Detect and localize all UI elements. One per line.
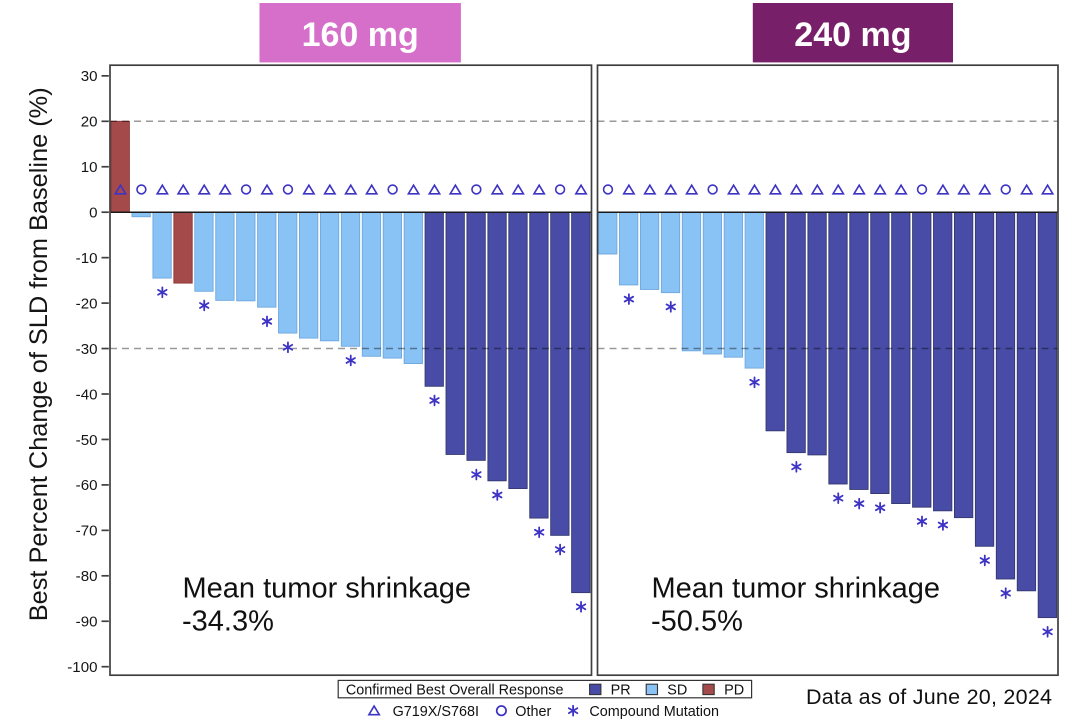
svg-text:10: 10 xyxy=(81,159,98,176)
svg-text:160 mg: 160 mg xyxy=(302,16,419,54)
svg-text:Compound Mutation: Compound Mutation xyxy=(589,704,719,720)
svg-text:-50.5%: -50.5% xyxy=(651,606,743,638)
svg-text:-10: -10 xyxy=(76,250,98,267)
svg-text:0: 0 xyxy=(89,205,97,222)
svg-text:-100: -100 xyxy=(67,659,97,676)
svg-text:20: 20 xyxy=(81,114,98,131)
svg-text:-20: -20 xyxy=(76,295,98,312)
svg-text:-30: -30 xyxy=(76,341,98,358)
svg-text:PR: PR xyxy=(611,683,631,699)
svg-text:Confirmed Best Overall Respons: Confirmed Best Overall Response xyxy=(346,683,564,699)
svg-text:Other: Other xyxy=(515,704,551,720)
svg-text:SD: SD xyxy=(667,683,687,699)
svg-text:-34.3%: -34.3% xyxy=(182,606,274,638)
svg-text:Data as of June 20, 2024: Data as of June 20, 2024 xyxy=(806,685,1052,709)
svg-text:240 mg: 240 mg xyxy=(794,16,911,54)
svg-text:-90: -90 xyxy=(76,614,98,631)
svg-text:30: 30 xyxy=(81,68,98,85)
svg-text:PD: PD xyxy=(724,683,744,699)
svg-text:G719X/S768I: G719X/S768I xyxy=(393,704,479,720)
svg-text:Mean tumor shrinkage: Mean tumor shrinkage xyxy=(652,573,941,605)
svg-text:-60: -60 xyxy=(76,477,98,494)
svg-text:-80: -80 xyxy=(76,568,98,585)
svg-text:Best Percent Change of SLD fro: Best Percent Change of SLD from Baseline… xyxy=(25,87,53,621)
svg-text:Mean tumor shrinkage: Mean tumor shrinkage xyxy=(183,573,472,605)
svg-text:-50: -50 xyxy=(76,432,98,449)
svg-text:-40: -40 xyxy=(76,386,98,403)
svg-text:-70: -70 xyxy=(76,523,98,540)
